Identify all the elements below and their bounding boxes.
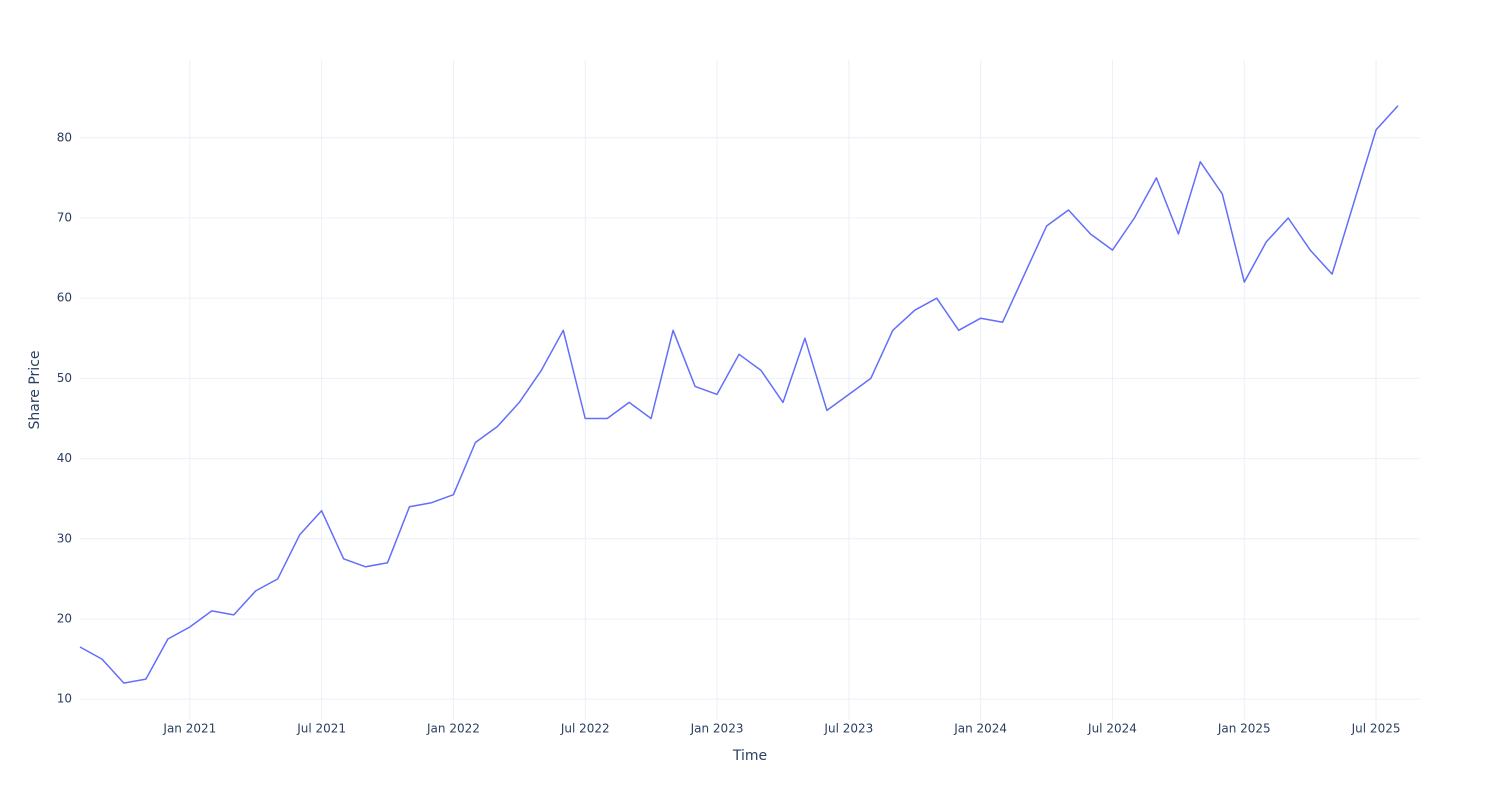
y-tick-label: 80 [57, 130, 72, 144]
x-tick-label: Jan 2022 [426, 722, 480, 736]
y-tick-label: 50 [57, 371, 72, 385]
y-tick-label: 10 [57, 692, 72, 706]
x-tick-label: Jul 2022 [560, 722, 610, 736]
y-tick-label: 20 [57, 611, 72, 625]
y-tick-label: 40 [57, 451, 72, 465]
y-axis-title: Share Price [27, 350, 43, 429]
y-tick-label: 60 [57, 291, 72, 305]
x-tick-label: Jul 2024 [1087, 722, 1137, 736]
x-tick-label: Jul 2023 [823, 722, 873, 736]
x-tick-label: Jul 2021 [296, 722, 346, 736]
x-tick-label: Jan 2021 [162, 722, 216, 736]
x-tick-label: Jan 2024 [953, 722, 1007, 736]
x-axis-title: Time [732, 748, 767, 764]
y-tick-label: 30 [57, 531, 72, 545]
x-tick-label: Jul 2025 [1351, 722, 1401, 736]
price-line [79, 105, 1399, 684]
x-tick-label: Jan 2025 [1217, 722, 1271, 736]
x-tick-label: Jan 2023 [690, 722, 744, 736]
y-tick-label: 70 [57, 210, 72, 224]
